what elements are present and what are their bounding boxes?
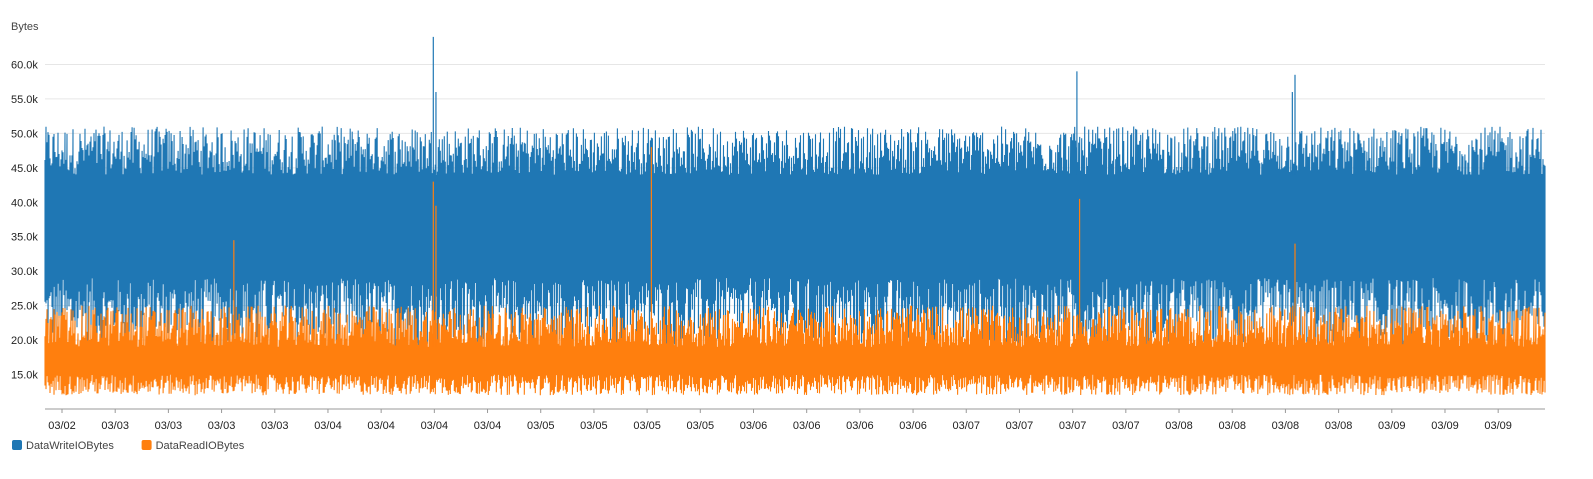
x-tick-label: 03/03 — [261, 420, 289, 432]
x-tick-label: 03/05 — [580, 420, 608, 432]
x-tick-label: 03/07 — [1059, 420, 1087, 432]
legend-label: DataWriteIOBytes — [26, 440, 114, 452]
legend-swatch — [12, 440, 22, 450]
x-tick-label: 03/08 — [1272, 420, 1300, 432]
x-axis-ticks: 03/02 03/03 03/03 03/03 03/03 03/04 03/04 03/04… — [48, 409, 1512, 432]
y-tick-label: 30.0k — [11, 266, 38, 278]
x-tick-label: 03/06 — [740, 420, 768, 432]
x-tick-label: 03/04 — [367, 420, 395, 432]
y-tick-label: 20.0k — [11, 335, 38, 347]
x-tick-label: 03/06 — [846, 420, 874, 432]
y-tick-label: 40.0k — [11, 197, 38, 209]
x-tick-label: 03/03 — [208, 420, 236, 432]
x-tick-label: 03/04 — [474, 420, 502, 432]
y-tick-label: 35.0k — [11, 232, 38, 244]
x-tick-label: 03/05 — [633, 420, 661, 432]
y-tick-label: 25.0k — [11, 301, 38, 313]
x-tick-label: 03/07 — [952, 420, 980, 432]
x-tick-label: 03/03 — [155, 420, 183, 432]
series-area — [44, 36, 1546, 396]
legend-swatch — [141, 440, 152, 450]
x-tick-label: 03/09 — [1378, 420, 1406, 432]
y-tick-label: 15.0k — [11, 370, 38, 382]
x-tick-label: 03/04 — [314, 420, 342, 432]
x-tick-label: 03/07 — [1112, 420, 1140, 432]
x-tick-label: 03/04 — [421, 420, 449, 432]
y-tick-label: 60.0k — [11, 59, 38, 71]
x-tick-label: 03/09 — [1484, 420, 1512, 432]
legend: DataWriteIOBytes DataReadIOBytes — [12, 440, 245, 452]
x-tick-label: 03/02 — [48, 420, 76, 432]
legend-label: DataReadIOBytes — [156, 440, 245, 452]
y-axis-title: Bytes — [11, 21, 39, 33]
y-tick-label: 50.0k — [11, 128, 38, 140]
x-tick-label: 03/08 — [1165, 420, 1193, 432]
x-tick-label: 03/08 — [1325, 420, 1353, 432]
x-tick-label: 03/06 — [793, 420, 821, 432]
series-line-1 — [44, 305, 1546, 396]
series-line-0 — [44, 126, 1546, 348]
x-tick-label: 03/05 — [687, 420, 715, 432]
x-tick-label: 03/03 — [101, 420, 129, 432]
x-tick-label: 03/05 — [527, 420, 555, 432]
x-tick-label: 03/08 — [1218, 420, 1246, 432]
x-tick-label: 03/07 — [1006, 420, 1034, 432]
y-tick-label: 55.0k — [11, 94, 38, 106]
y-axis-ticks: 15.0k 20.0k 25.0k 30.0k 35.0k 40.0k 45.0k 50.0k… — [11, 59, 38, 381]
x-tick-label: 03/06 — [899, 420, 927, 432]
x-tick-label: 03/09 — [1431, 420, 1459, 432]
y-tick-label: 45.0k — [11, 163, 38, 175]
